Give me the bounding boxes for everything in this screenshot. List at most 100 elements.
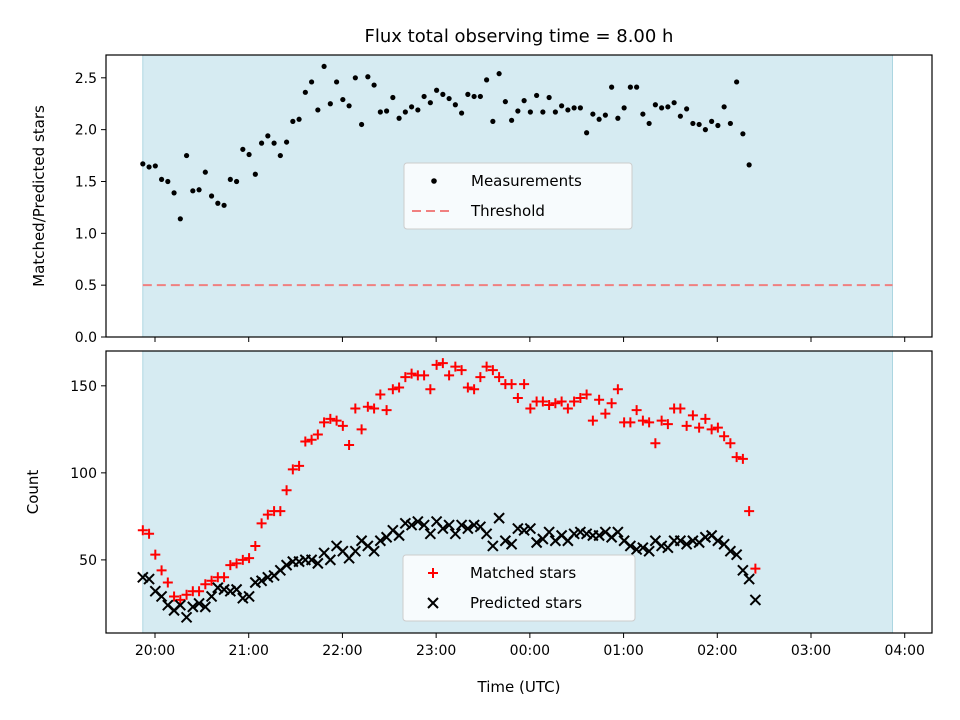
measurement-point	[646, 120, 652, 127]
measurement-point	[640, 111, 646, 117]
measurement-point	[709, 118, 715, 124]
matched-star-point	[375, 389, 386, 400]
matched-star-point	[469, 384, 480, 395]
predicted-star-point	[449, 528, 462, 540]
axes-frame	[105, 350, 933, 634]
legend: Measurements Threshold	[403, 162, 633, 230]
measurement-point	[690, 120, 696, 127]
measurement-point	[146, 164, 152, 170]
measurement-point	[659, 105, 665, 111]
measurement-point	[315, 107, 321, 113]
matched-star-point	[294, 460, 305, 471]
matched-star-point	[425, 384, 436, 395]
measurement-point	[271, 140, 277, 146]
measurement-point	[521, 98, 527, 104]
measurement-point	[383, 108, 390, 114]
matched-star-point	[462, 382, 473, 393]
measurement-point	[484, 77, 490, 83]
y-tick-label: 1.5	[75, 174, 97, 190]
measurement-point	[415, 107, 421, 113]
y-tick-label: 2.5	[75, 71, 97, 87]
matched-star-point	[331, 415, 342, 426]
measurement-point	[227, 176, 233, 183]
matched-star-point	[731, 452, 742, 463]
predicted-star-point	[612, 526, 624, 538]
predicted-star-point	[712, 535, 724, 547]
predicted-star-point	[643, 545, 655, 557]
predicted-star-point	[487, 540, 499, 552]
matched-star-point	[225, 560, 236, 571]
predicted-star-point	[437, 522, 449, 535]
measurement-point	[677, 113, 683, 119]
matched-star-point	[706, 424, 717, 435]
measurement-point	[202, 169, 208, 175]
measurement-point	[158, 176, 165, 183]
matched-star-point	[231, 558, 242, 569]
measurement-point	[402, 109, 408, 115]
matched-star-point	[419, 370, 430, 381]
measurement-point	[365, 74, 371, 80]
measurement-point	[496, 71, 502, 77]
legend-predicted-marker	[427, 597, 439, 609]
matched-star-point	[744, 506, 755, 517]
matched-star-point	[450, 361, 461, 372]
x-tick-label: 03:00	[791, 643, 831, 659]
matched-star-point	[356, 424, 367, 435]
measurement-point	[552, 109, 558, 115]
measurement-point	[527, 109, 533, 115]
predicted-star-point	[505, 538, 518, 550]
y-tick-label: 0.5	[75, 278, 97, 294]
predicted-star-point	[312, 557, 324, 570]
series-predicted-stars	[137, 512, 762, 624]
measurement-point	[627, 84, 633, 90]
measurement-point	[571, 105, 577, 111]
matched-star-point	[637, 415, 648, 426]
predicted-star-point	[418, 519, 430, 531]
predicted-star-point	[349, 545, 362, 557]
matched-star-point	[244, 553, 255, 564]
matched-star-point	[362, 401, 373, 412]
measurement-point	[221, 202, 227, 208]
predicted-star-point	[493, 512, 505, 524]
matched-star-point	[537, 396, 548, 407]
measurement-point	[665, 104, 671, 110]
matched-star-point	[175, 594, 186, 605]
predicted-star-point	[455, 519, 468, 531]
y-tick-label: 1.0	[75, 226, 97, 242]
matched-star-point	[156, 565, 167, 576]
matched-star-point	[625, 417, 636, 428]
measurement-point	[408, 104, 415, 110]
measurement-point	[515, 108, 521, 114]
matched-star-point	[750, 563, 761, 574]
measurement-point	[421, 93, 427, 100]
measurement-point	[721, 104, 727, 110]
matched-star-point	[600, 408, 611, 419]
measurement-point	[734, 79, 740, 85]
matched-star-point	[287, 464, 298, 475]
legend-matched-marker	[428, 568, 438, 578]
matched-star-point	[381, 405, 392, 416]
matched-star-point	[250, 540, 261, 551]
matched-star-point	[369, 403, 380, 414]
matched-star-point	[575, 393, 586, 403]
matched-star-point	[506, 379, 517, 390]
predicted-star-point	[280, 559, 293, 571]
matched-star-point	[712, 422, 723, 433]
matched-star-point	[700, 413, 711, 424]
matched-star-point	[725, 438, 736, 449]
matched-star-point	[544, 399, 555, 410]
measurement-point	[634, 84, 640, 90]
measurement-point	[577, 105, 583, 111]
predicted-star-point	[243, 590, 255, 603]
legend-box	[403, 162, 633, 230]
matched-star-point	[456, 365, 467, 376]
measurement-point	[615, 115, 621, 121]
matched-star-point	[494, 372, 505, 383]
measurement-point	[509, 117, 515, 123]
predicted-star-point	[199, 601, 212, 613]
matched-star-point	[594, 394, 605, 405]
predicted-star-point	[193, 597, 205, 610]
matched-star-point	[150, 549, 161, 560]
measurement-point	[215, 200, 221, 206]
x-tick-label: 02:00	[697, 643, 737, 659]
